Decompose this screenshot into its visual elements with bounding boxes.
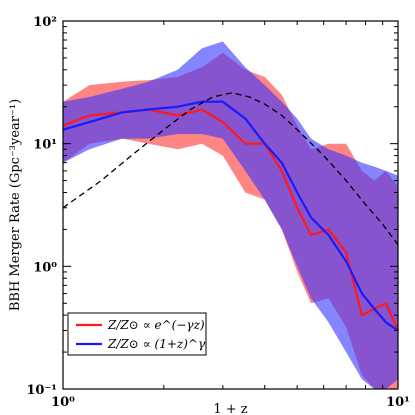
model-dashed-line	[62, 92, 399, 246]
legend-box	[67, 312, 207, 356]
x-tick-label: 10⁰	[51, 395, 75, 410]
y-tick-label: 10⁻¹	[26, 383, 57, 398]
confidence-bands	[63, 41, 398, 390]
y-tick-label: 10⁰	[33, 260, 57, 275]
legend: Z/Z⊙ ∝ e^(−γz) Z/Z⊙ ∝ (1+z)^γ	[67, 312, 207, 356]
y-axis-label: BBH Merger Rate (Gpc⁻³year⁻¹)	[8, 99, 23, 311]
x-tick-label: 10¹	[386, 395, 410, 410]
legend-label-exponential: Z/Z⊙ ∝ e^(−γz)	[107, 318, 205, 332]
series-lines	[62, 92, 400, 332]
series-line-1	[62, 100, 399, 332]
plot-frame	[62, 20, 399, 390]
legend-label-powerlaw: Z/Z⊙ ∝ (1+z)^γ	[107, 337, 206, 351]
y-tick-label: 10¹	[33, 138, 57, 153]
band-series-1	[63, 41, 398, 389]
y-tick-label: 10²	[33, 15, 57, 30]
x-axis-label: 1 + z	[213, 402, 247, 415]
